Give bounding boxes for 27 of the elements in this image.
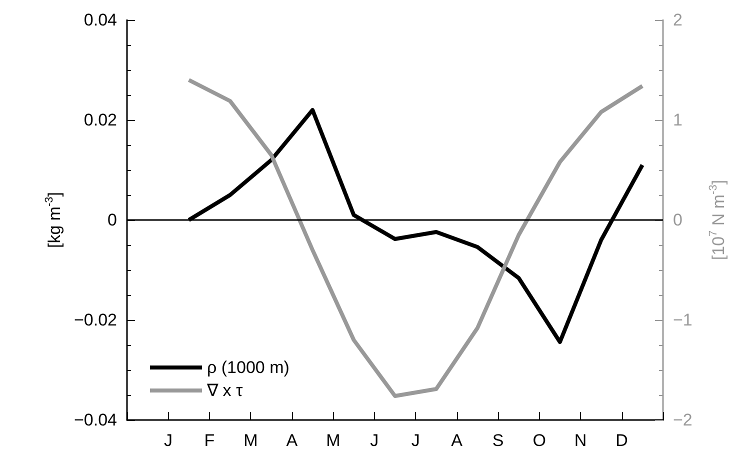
y2-tick-label: −1 bbox=[673, 310, 692, 330]
x-tick-label: A bbox=[286, 431, 298, 450]
legend-label: ρ (1000 m) bbox=[207, 358, 290, 377]
y-tick-label: −0.02 bbox=[74, 310, 117, 330]
y-tick-label: 0.04 bbox=[84, 10, 117, 30]
y-axis-title: [kg m-3] bbox=[44, 192, 64, 248]
x-tick-label: M bbox=[244, 431, 258, 450]
x-tick-label: M bbox=[326, 431, 340, 450]
y-tick-label: 0 bbox=[108, 210, 117, 230]
line-series bbox=[186, 78, 644, 398]
y-tick-label: −0.04 bbox=[74, 410, 117, 430]
x-tick-label: F bbox=[204, 431, 215, 450]
x-tick-label: J bbox=[370, 431, 379, 450]
y-tick-label: 0.02 bbox=[84, 110, 117, 130]
x-tick-label: N bbox=[574, 431, 587, 450]
y2-axis-title: [107 N m-3] bbox=[708, 180, 728, 260]
y2-tick-label: 2 bbox=[673, 10, 682, 30]
x-tick-label: O bbox=[532, 431, 546, 450]
x-tick-label: D bbox=[616, 431, 628, 450]
y2-tick-label: 0 bbox=[673, 210, 682, 230]
legend-label: ∇ x τ bbox=[206, 381, 243, 400]
x-tick-label: J bbox=[411, 431, 420, 450]
x-tick-label: S bbox=[492, 431, 504, 450]
y2-tick-label: −2 bbox=[673, 410, 692, 430]
y2-tick-label: 1 bbox=[673, 110, 682, 130]
x-tick-label: A bbox=[451, 431, 464, 450]
x-tick-label: J bbox=[164, 431, 172, 450]
